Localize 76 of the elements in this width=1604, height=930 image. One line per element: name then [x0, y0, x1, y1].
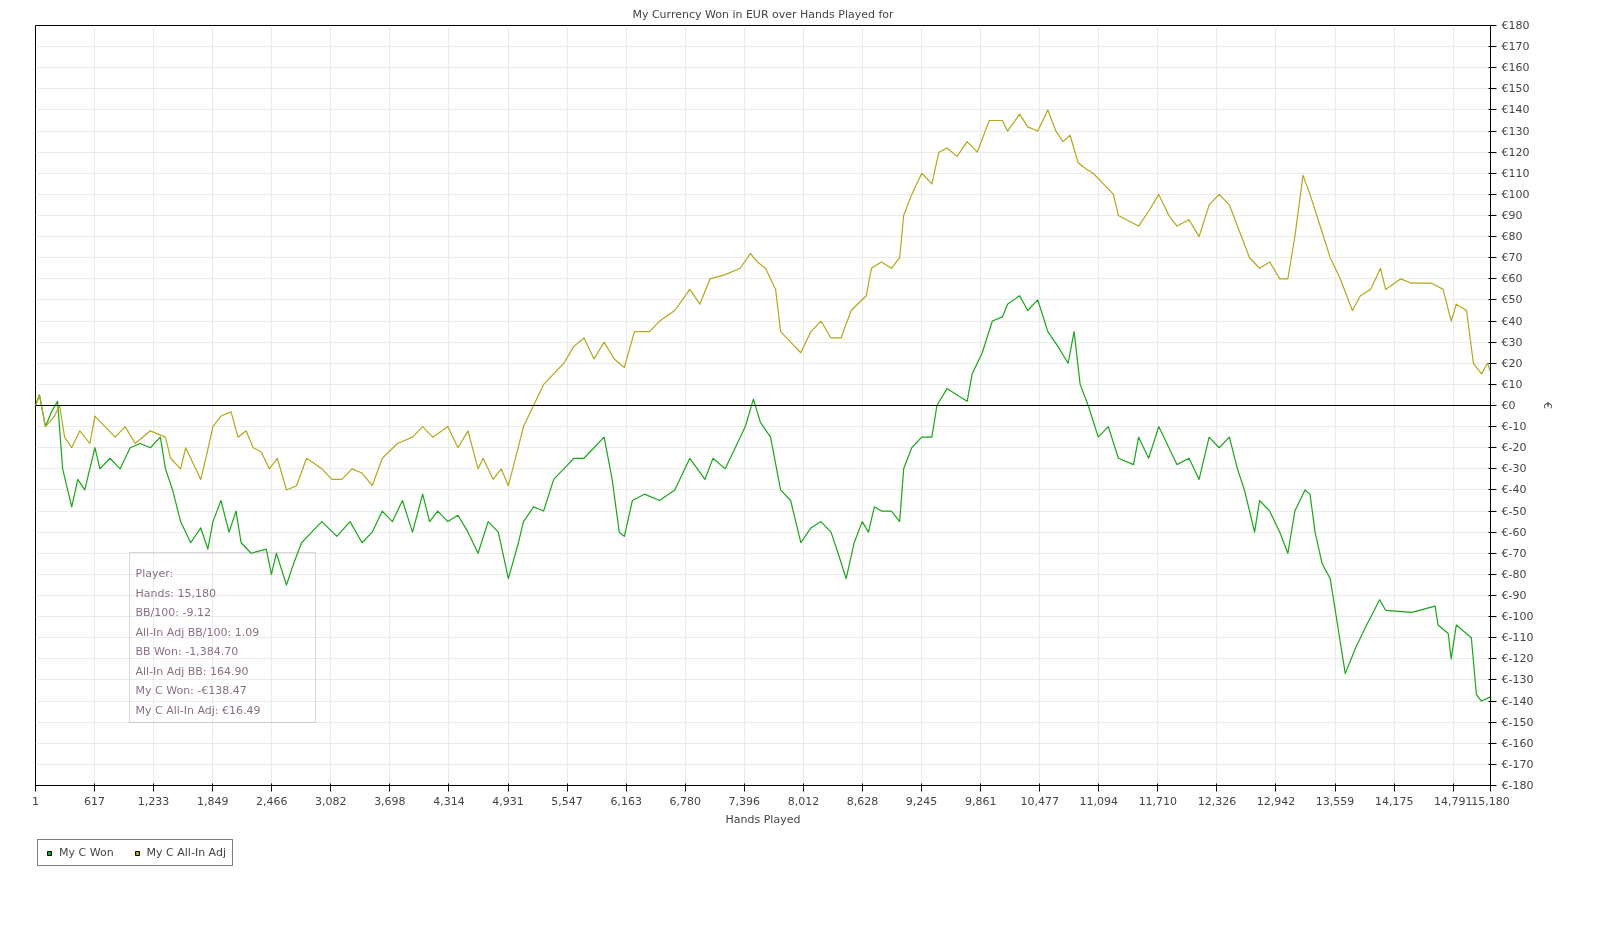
x-tick-label: 1	[32, 794, 39, 808]
y-tick-label: €-10	[1501, 420, 1527, 434]
x-tick-label: 9,245	[905, 794, 938, 808]
y-tick-label: €140	[1501, 103, 1530, 117]
annotation: BB Won: -1,384.70	[135, 645, 239, 658]
x-tick-label: 10,477	[1020, 794, 1059, 808]
x-tick-label: 14,175	[1374, 794, 1414, 808]
annotation: My C Won: -€138.47	[135, 684, 247, 697]
y-tick-label: €-180	[1501, 779, 1534, 792]
y-tick-label: €20	[1501, 356, 1523, 370]
chart-title: My Currency Won in EUR over Hands Played for	[632, 7, 895, 21]
y-tick-label: €-110	[1501, 631, 1534, 645]
y-tick-label: €70	[1501, 251, 1523, 265]
annotation: Player:	[135, 567, 174, 580]
x-tick-label: 14,791	[1433, 794, 1473, 808]
y-tick-label: €-80	[1501, 567, 1527, 581]
y-tick-label: €40	[1501, 314, 1523, 328]
x-tick-label: 2,466	[256, 794, 288, 808]
y-tick-label: €110	[1501, 166, 1530, 180]
x-tick-label: 11,094	[1079, 794, 1119, 808]
x-tick-label: 12,326	[1197, 794, 1237, 808]
y-axis-title: €	[1541, 402, 1555, 409]
x-tick-label: 11,710	[1138, 794, 1178, 808]
x-tick-label: 7,396	[728, 794, 761, 808]
x-tick-label: 3,698	[374, 794, 406, 808]
annotation: All-In Adj BB: 164.90	[135, 664, 249, 678]
x-tick-label: 4,314	[433, 794, 465, 808]
y-tick-label: €130	[1501, 124, 1530, 138]
y-tick-label: €-150	[1501, 715, 1534, 729]
y-tick-label: €120	[1501, 145, 1530, 159]
y-tick-label: €-30	[1501, 462, 1527, 476]
y-tick-label: €100	[1501, 187, 1530, 201]
y-tick-label: €150	[1501, 82, 1530, 96]
y-tick-label: €80	[1501, 230, 1523, 244]
y-tick-label: €160	[1501, 61, 1530, 75]
x-tick-label: 8,628	[846, 794, 879, 808]
x-tick-label: 12,942	[1256, 794, 1296, 808]
annotation: My C All-In Adj: €16.49	[135, 703, 261, 717]
annotation: Hands: 15,180	[135, 586, 216, 600]
x-tick-label: 5,547	[551, 794, 583, 808]
x-tick-label: 1,233	[137, 794, 170, 808]
y-tick-label: €-70	[1501, 546, 1527, 560]
y-tick-label: €-170	[1501, 757, 1534, 771]
y-tick-label: €180	[1501, 19, 1530, 32]
x-tick-label: 4,931	[492, 794, 524, 808]
y-tick-label: €-160	[1501, 736, 1534, 750]
y-tick-label: €-20	[1501, 441, 1527, 455]
x-axis-title: Hands Played	[725, 812, 801, 826]
y-tick-label: €-140	[1501, 694, 1534, 708]
y-tick-label: €-130	[1501, 673, 1534, 687]
annotation: BB/100: -9.12	[135, 606, 211, 619]
y-tick-label: €30	[1501, 335, 1523, 349]
legend-label: My C All-In Adj	[146, 846, 226, 859]
x-tick-label: 6,163	[610, 794, 642, 808]
y-tick-label: €-100	[1501, 610, 1534, 624]
y-tick-label: €-40	[1501, 483, 1527, 497]
y-tick-label: €10	[1501, 377, 1523, 391]
y-tick-label: €0	[1501, 399, 1516, 412]
x-tick-label: 3,082	[315, 794, 347, 808]
x-tick-label: 6,780	[669, 794, 702, 808]
y-tick-label: €-120	[1501, 652, 1534, 666]
y-tick-label: €-50	[1501, 504, 1527, 518]
x-tick-label: 15,180	[1471, 794, 1510, 808]
y-tick-label: €60	[1501, 272, 1523, 286]
legend-label: My C Won	[59, 846, 114, 859]
y-tick-label: €50	[1501, 293, 1523, 307]
x-tick-label: 13,559	[1315, 794, 1355, 808]
x-tick-label: 8,012	[787, 794, 820, 808]
x-tick-label: 9,861	[964, 794, 997, 808]
x-tick-label: 1,849	[196, 794, 229, 808]
x-tick-label: 617	[84, 794, 106, 808]
y-tick-label: €170	[1501, 40, 1530, 54]
annotation: All-In Adj BB/100: 1.09	[135, 625, 260, 639]
y-tick-label: €-90	[1501, 589, 1527, 602]
y-tick-label: €90	[1501, 209, 1523, 222]
y-tick-label: €-60	[1501, 525, 1527, 539]
